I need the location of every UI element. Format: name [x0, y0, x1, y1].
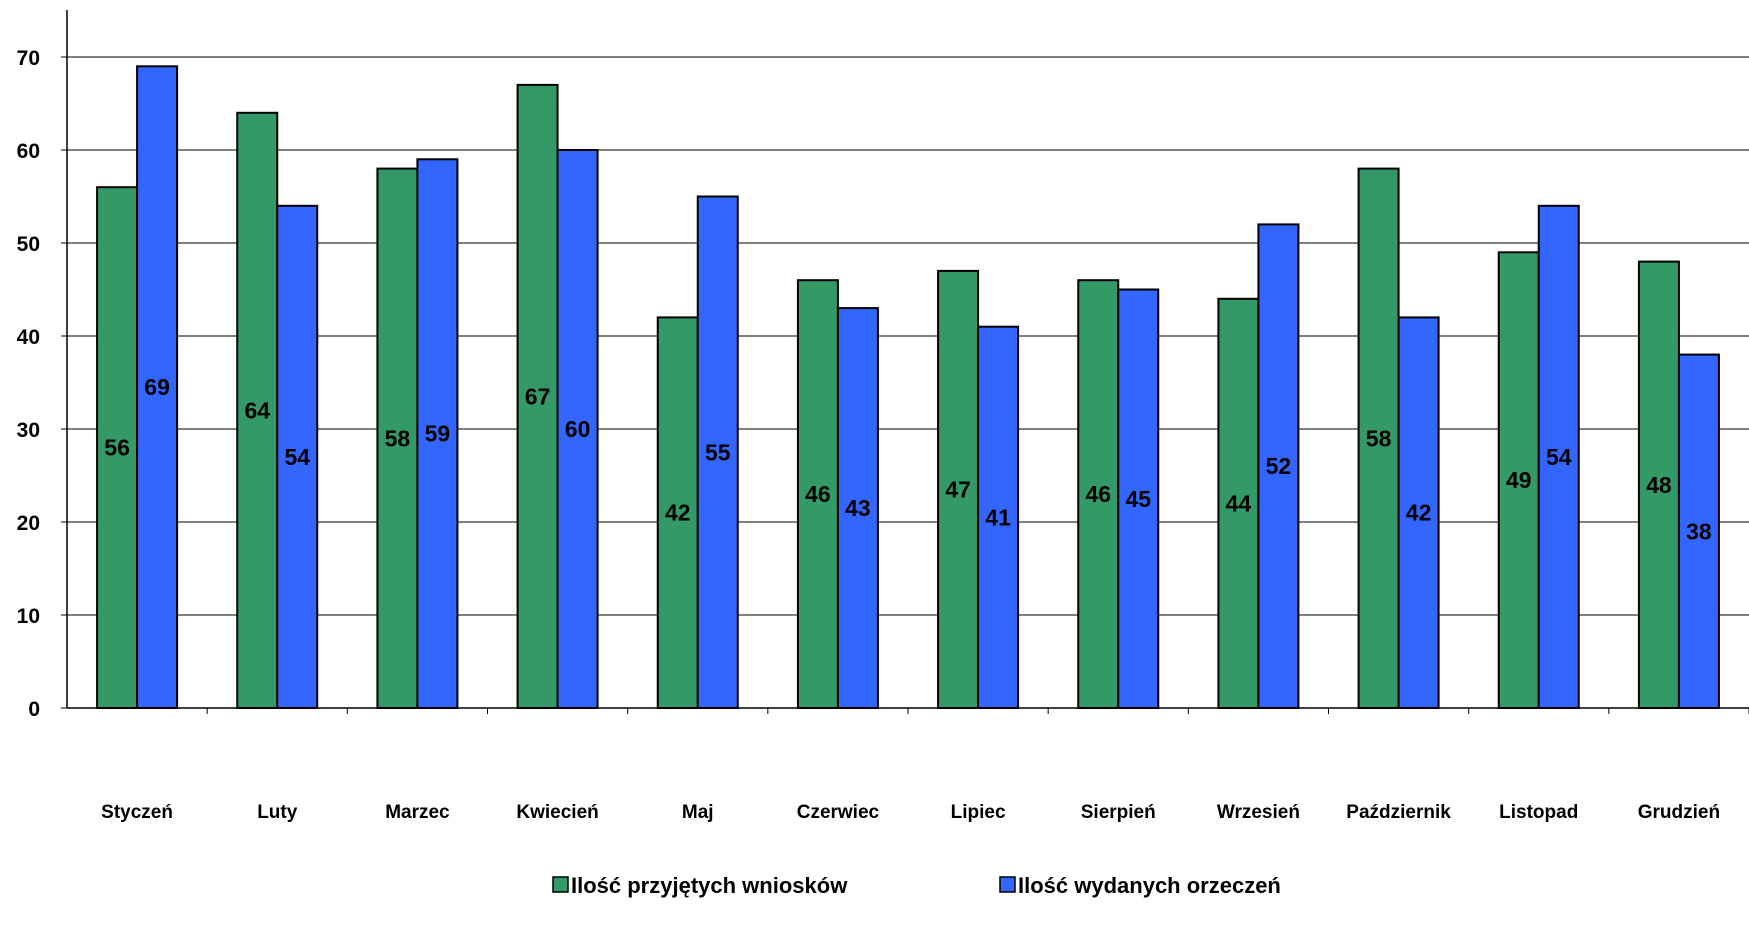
data-label: 64 — [244, 397, 270, 423]
bar-received — [236, 111, 279, 710]
x-category-label: Luty — [257, 802, 298, 823]
data-label: 42 — [1406, 500, 1432, 526]
y-tick-labels: 0 10 20 30 40 50 60 70 — [17, 47, 40, 721]
x-category-label: Listopad — [1499, 802, 1578, 823]
legend-swatch — [552, 876, 569, 893]
legend-swatch — [999, 876, 1016, 893]
data-label: 46 — [1085, 481, 1111, 507]
data-label: 56 — [104, 435, 130, 461]
y-tick-label: 40 — [17, 326, 40, 349]
x-category-label: Styczeń — [101, 802, 173, 823]
y-tick-label: 0 — [28, 698, 40, 721]
bars — [96, 65, 1720, 710]
bar-issued — [1677, 353, 1720, 709]
data-label: 58 — [385, 425, 411, 451]
data-label: 54 — [1546, 444, 1572, 470]
data-label: 59 — [425, 421, 451, 447]
bar-issued — [1117, 288, 1160, 709]
bar-received — [1217, 297, 1260, 709]
bar-received — [1497, 251, 1540, 710]
axes — [61, 10, 1749, 714]
y-tick-label: 70 — [17, 47, 40, 70]
data-label: 41 — [985, 504, 1011, 530]
x-category-label: Sierpień — [1081, 802, 1156, 823]
bar-received — [796, 279, 839, 709]
data-label: 48 — [1646, 472, 1672, 498]
data-label: 43 — [845, 495, 871, 521]
x-category-label: Maj — [682, 802, 714, 823]
data-label: 49 — [1506, 467, 1532, 493]
bar-issued — [136, 65, 179, 710]
bar-received — [96, 186, 139, 709]
bar-issued — [977, 325, 1020, 709]
bar-issued — [556, 149, 599, 709]
gridlines — [67, 56, 1749, 616]
data-label: 47 — [945, 476, 971, 502]
y-tick-label: 60 — [17, 140, 40, 163]
x-category-label: Wrzesień — [1217, 802, 1300, 823]
bar-received — [656, 316, 699, 709]
bar-issued — [1397, 316, 1440, 709]
legend-label: Ilość wydanych orzeczeń — [1018, 873, 1281, 898]
data-label: 46 — [805, 481, 831, 507]
data-label: 58 — [1366, 425, 1392, 451]
bar-issued — [416, 158, 459, 710]
bar-issued — [696, 195, 739, 709]
bar-issued — [836, 307, 879, 709]
category-labels: Styczeń Luty Marzec Kwiecień Maj Czerwiec Lipi… — [101, 802, 1720, 823]
data-label: 60 — [565, 416, 591, 442]
y-tick-label: 30 — [17, 419, 40, 442]
data-labels: 56 69 64 54 58 59 67 60 42 55 46 43 47 41 46 45 44 52 58 42… — [104, 374, 1712, 544]
data-label: 42 — [665, 500, 691, 526]
data-label: 38 — [1686, 518, 1712, 544]
x-category-label: Marzec — [385, 802, 450, 823]
x-category-label: Kwiecień — [516, 802, 598, 823]
x-category-label: Październik — [1346, 802, 1451, 823]
legend-label: Ilość przyjętych wniosków — [571, 873, 848, 898]
x-category-label: Grudzień — [1638, 802, 1720, 823]
legend: Ilość przyjętych wniosków Ilość wydanych … — [552, 873, 1281, 898]
data-label: 55 — [705, 439, 731, 465]
data-label: 67 — [525, 383, 551, 409]
data-label: 52 — [1266, 453, 1292, 479]
data-label: 69 — [144, 374, 170, 400]
bar-received — [1077, 279, 1120, 709]
bar-issued — [1537, 204, 1580, 710]
bar-issued — [1257, 223, 1300, 709]
y-tick-label: 20 — [17, 512, 40, 535]
bar-received — [376, 167, 419, 710]
bar-issued — [276, 204, 319, 710]
data-label: 45 — [1125, 486, 1151, 512]
x-category-label: Czerwiec — [797, 802, 880, 823]
y-tick-label: 50 — [17, 233, 40, 256]
data-label: 44 — [1226, 490, 1252, 516]
y-tick-label: 10 — [17, 605, 40, 628]
data-label: 54 — [284, 444, 310, 470]
x-category-label: Lipiec — [951, 802, 1006, 823]
